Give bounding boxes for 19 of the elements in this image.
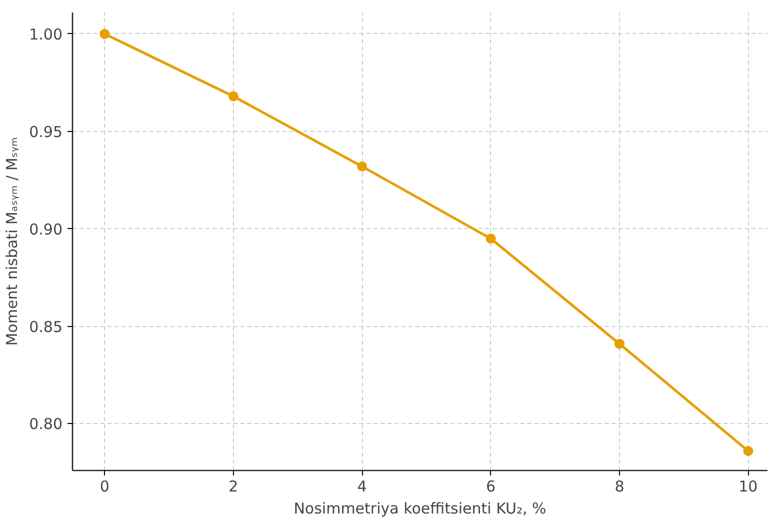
y-tick-label: 0.85 xyxy=(29,318,63,336)
point xyxy=(100,28,110,39)
y-tick-label: 0.90 xyxy=(29,220,63,238)
y-axis-title: Moment nisbati Mₐₛᵧₘ / Mₛᵧₘ xyxy=(3,137,22,346)
y-tick-label: 1.00 xyxy=(29,25,63,44)
point xyxy=(614,338,624,349)
x-axis-title: Nosimmetriya koeffitsienti KU₂, % xyxy=(294,500,546,518)
point xyxy=(228,91,238,102)
x-tick-label: 4 xyxy=(357,478,367,496)
y-tick-label: 0.95 xyxy=(29,122,63,141)
x-tick-label: 6 xyxy=(486,478,496,496)
y-tick-label: 0.80 xyxy=(29,415,63,434)
point xyxy=(486,234,496,244)
x-tick-label: 10 xyxy=(738,478,758,496)
point xyxy=(357,161,368,172)
x-tick-label: 2 xyxy=(228,478,238,496)
x-tick-label: 0 xyxy=(100,478,110,496)
x-tick-label: 8 xyxy=(614,478,624,496)
point xyxy=(743,446,754,456)
